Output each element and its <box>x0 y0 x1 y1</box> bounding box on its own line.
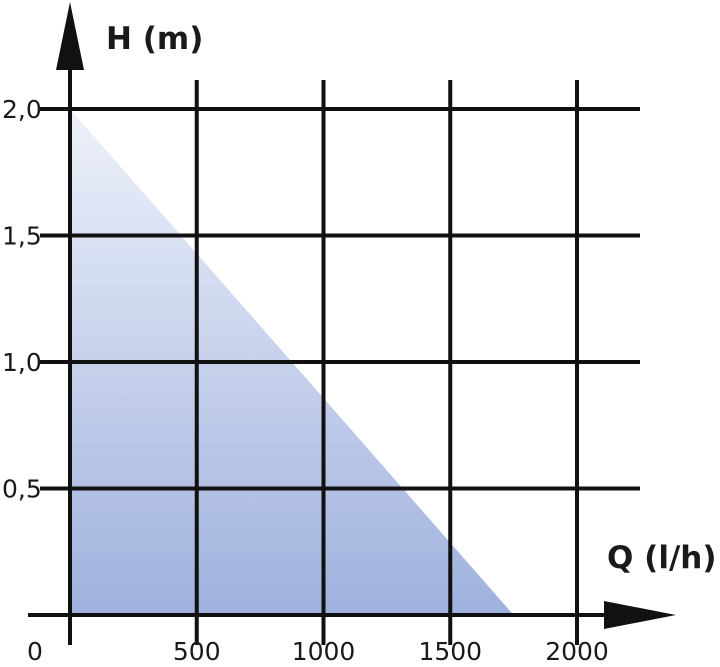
x-tick-label: 1000 <box>292 637 356 666</box>
x-axis-title: Q (l/h) <box>607 540 717 576</box>
horizontal-gridlines <box>40 107 640 491</box>
y-axis-title: H (m) <box>106 21 203 57</box>
y-tick-label: 0,5 <box>2 475 42 504</box>
y-tick-label: 1,0 <box>2 348 42 377</box>
vertical-gridlines <box>194 80 579 645</box>
y-axis-arrow-icon <box>56 2 84 70</box>
x-tick-label: 500 <box>173 637 221 666</box>
y-tick-labels: 0,5 1,0 1,5 2,0 <box>2 95 42 504</box>
x-tick-label: 2000 <box>545 637 609 666</box>
x-axis-arrow-icon <box>604 601 676 629</box>
y-tick-label: 2,0 <box>2 95 42 124</box>
x-tick-label: 0 <box>27 637 43 666</box>
x-tick-labels: 0 500 1000 1500 2000 <box>27 637 609 666</box>
y-tick-label: 1,5 <box>2 222 42 251</box>
x-tick-label: 1500 <box>418 637 482 666</box>
